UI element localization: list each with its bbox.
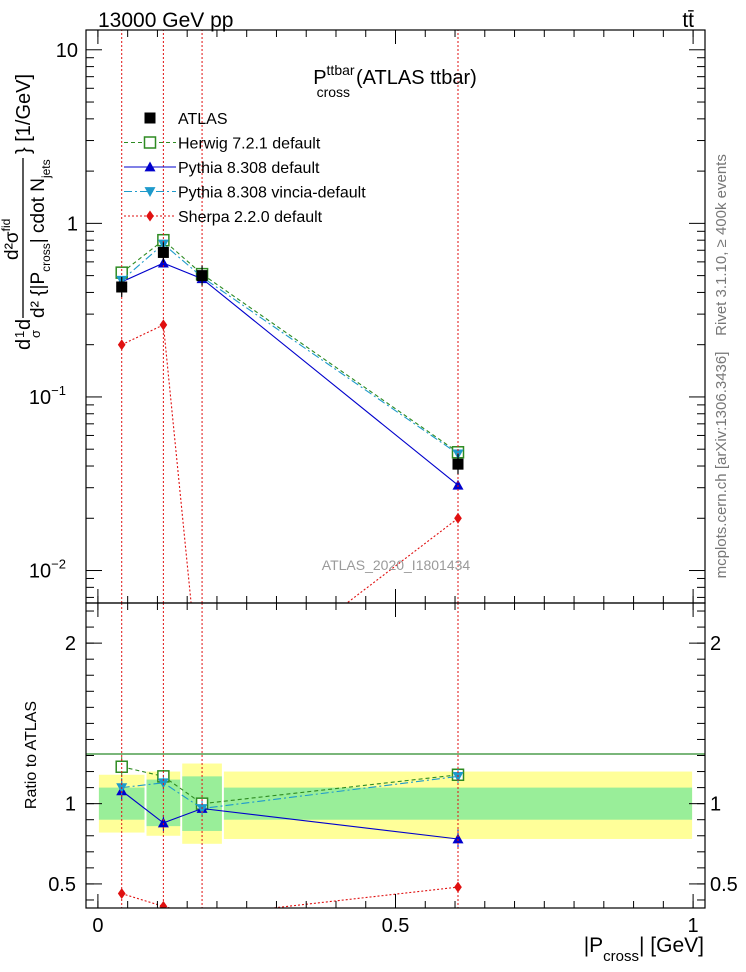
series-line-2 (121, 243, 459, 455)
legend-label-2: Pythia 8.308 default (178, 160, 320, 177)
legend-label-3: Pythia 8.308 vincia-default (178, 185, 366, 202)
svg-text:σ: σ (28, 330, 43, 338)
energy-label: 13000 GeV pp (98, 9, 233, 32)
x-tick-label: 0 (92, 915, 103, 937)
ratio-point-1-3 (452, 833, 464, 844)
legend-label-4: Sherpa 2.2.0 default (178, 209, 323, 226)
ratio-y-tick-label-right: 1 (710, 794, 721, 816)
ylabel-d2: d (13, 319, 35, 330)
svg-text:d² {|Pcross| cdot Njets: d² {|Pcross| cdot Njets (28, 159, 53, 318)
series-point-3-0 (117, 339, 126, 351)
ylabel-one: 1 (12, 331, 27, 338)
ratio-y-tick-label: 1 (65, 794, 76, 816)
main-y-tick-label: 10−1 (29, 383, 66, 409)
x-tick-label: 1 (688, 915, 699, 937)
xlabel-suffix: | [GeV] (639, 934, 704, 957)
ticks-layer: 0 0.5 1 10 1 10−1 10−2 2 2 1 1 0.5 0.5 (29, 30, 738, 937)
legend-marker-1 (143, 136, 157, 149)
site-label: mcplots.cern.ch [arXiv:1306.3436] (713, 352, 730, 579)
ratio-point-2-2 (196, 804, 208, 814)
chart-title-main: P (313, 67, 326, 89)
ylabel-num: d²σ (2, 231, 23, 260)
ratio-y-tick-label-right: 2 (710, 633, 721, 655)
legend-label-1: Herwig 7.2.1 default (178, 136, 321, 153)
series-point-1-3 (452, 479, 464, 490)
ratio-y-tick-label: 0.5 (48, 874, 76, 896)
ratio-line-1 (121, 790, 459, 840)
ylabel-sigma: σ (28, 330, 43, 338)
ratio-line-2 (121, 775, 459, 810)
chart-title: Pttbar cross (ATLAS ttbar) (313, 62, 477, 100)
ratio-line-0 (121, 766, 459, 805)
chart-title-sub: cross (317, 84, 350, 100)
main-y-tick-label: 1 (67, 213, 78, 235)
data-point-1 (157, 246, 169, 258)
y-axis-label: d 1 σ d d²σfid d² {|Pcross| cdot Njets }… (0, 74, 53, 350)
series-line-0 (121, 239, 459, 453)
series-line-3 (121, 324, 459, 603)
legend-marker-4 (146, 210, 154, 222)
series-point-3-1 (159, 319, 168, 331)
ylabel-den: d² {|P (28, 272, 49, 318)
main-y-tick-label: 10 (56, 40, 78, 62)
data-point-3 (452, 458, 464, 470)
ratio-point-3-0 (117, 888, 126, 900)
svg-text:} [1/GeV]: } [1/GeV] (13, 74, 35, 154)
ratio-series-layer (115, 603, 465, 922)
ratio-point-3-2 (198, 911, 206, 922)
series-point-3-2 (198, 708, 206, 719)
ylabel-d1: d (13, 339, 35, 350)
ratio-point-3-3 (454, 881, 462, 893)
x-axis-label: |Pcross| [GeV] (584, 934, 704, 965)
main-y-tick-exp: −1 (51, 383, 66, 398)
svg-text:d²σfid: d²σfid (0, 219, 23, 260)
ylabel-den-mid: | cdot N (28, 178, 49, 243)
data-point-2 (196, 270, 208, 282)
main-y-tick-exp: −2 (51, 557, 66, 572)
xlabel-main: |P (584, 934, 603, 957)
chart-title-sup: ttbar (327, 62, 355, 78)
data-point-0 (116, 281, 128, 293)
legend-label-0: ATLAS (178, 111, 228, 128)
main-y-tick-label: 10−2 (29, 557, 66, 583)
watermark: ATLAS_2020_I1801434 (322, 557, 471, 573)
ylabel-num-sup: fid (0, 219, 13, 232)
ylabel-den-sub: cross (39, 243, 53, 272)
chart-title-suffix: (ATLAS ttbar) (356, 67, 477, 89)
legend-marker-0 (144, 112, 156, 124)
xlabel-sub: cross (603, 948, 639, 965)
ratio-y-tick-label-right: 0.5 (710, 874, 738, 896)
ratio-frame (85, 602, 706, 909)
ylabel-bracket: } [1/GeV] (13, 74, 35, 154)
svg-text:1: 1 (12, 331, 27, 338)
rivet-label: Rivet 3.1.10, ≥ 400k events (713, 154, 730, 336)
ratio-point-1-1 (157, 817, 169, 828)
legend-marker-2 (144, 161, 156, 172)
legend: ATLAS Herwig 7.2.1 default Pythia 8.308 de… (124, 111, 366, 226)
svg-text:d: d (13, 319, 35, 330)
ratio-point-3-1 (159, 900, 168, 908)
ylabel-den-sub2: jets (39, 159, 53, 179)
ratio-y-tick-label: 2 (65, 633, 76, 655)
ratio-line-3 (121, 886, 459, 908)
main-series-layer (115, 30, 465, 719)
x-tick-label: 0.5 (382, 915, 410, 937)
svg-text:d: d (13, 339, 35, 350)
series-line-1 (121, 262, 459, 486)
process-label: tt̄ (682, 9, 694, 32)
legend-marker-3 (144, 187, 156, 197)
ratio-point-0-0 (115, 760, 128, 773)
series-point-3-3 (454, 512, 462, 524)
ratio-y-axis-label: Ratio to ATLAS (23, 701, 40, 809)
